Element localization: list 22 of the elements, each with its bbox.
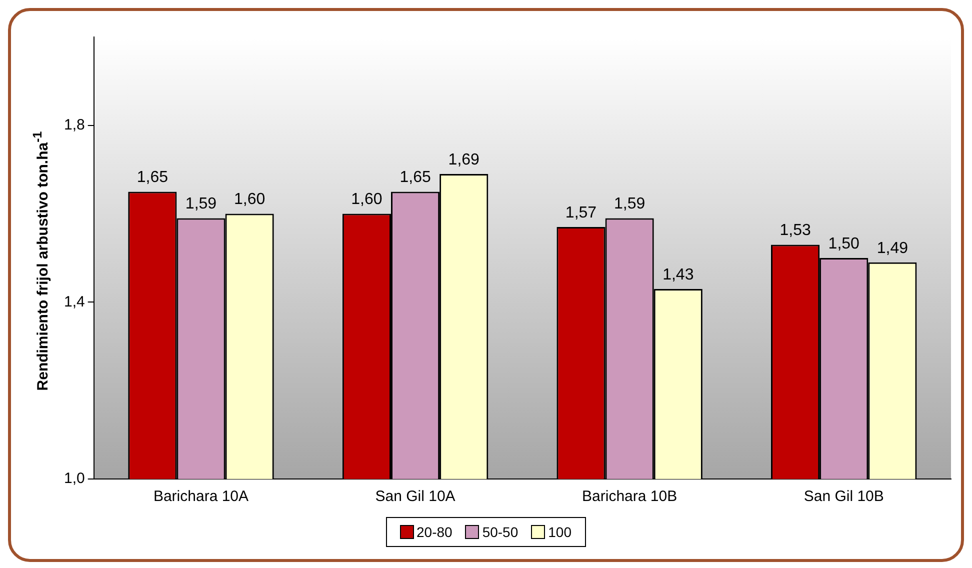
data-label: 1,50 bbox=[828, 235, 860, 252]
x-tick-label: Barichara 10B bbox=[582, 488, 678, 506]
x-tick-label: San Gil 10A bbox=[375, 488, 456, 506]
data-label: 1,43 bbox=[662, 266, 694, 284]
data-label: 1,57 bbox=[565, 204, 597, 222]
x-tick-label: San Gil 10B bbox=[804, 488, 884, 506]
data-label: 1,59 bbox=[614, 196, 646, 213]
data-label: 1,60 bbox=[234, 191, 266, 208]
data-label: 1,53 bbox=[780, 222, 811, 240]
data-label: 1,49 bbox=[876, 240, 908, 257]
legend-label: 20-80 bbox=[416, 524, 452, 540]
y-tick-label: 1,4 bbox=[64, 293, 85, 310]
legend-label: 50-50 bbox=[482, 524, 518, 540]
y-tick-label: 1,0 bbox=[64, 470, 85, 488]
data-label: 1,69 bbox=[448, 151, 480, 168]
data-label: 1,59 bbox=[185, 196, 217, 213]
x-tick-label: Barichara 10A bbox=[153, 488, 249, 506]
data-label: 1,65 bbox=[400, 169, 431, 186]
data-label: 1,65 bbox=[136, 169, 168, 186]
data-label: 1,60 bbox=[351, 191, 382, 208]
y-tick-label: 1,8 bbox=[64, 116, 85, 134]
legend-label: 100 bbox=[548, 524, 572, 540]
